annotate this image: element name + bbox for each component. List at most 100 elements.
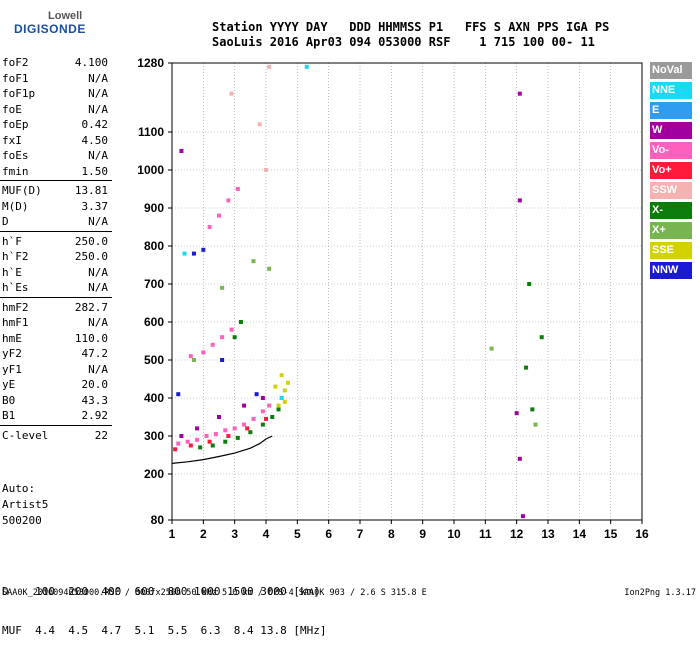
data-point (191, 251, 196, 256)
data-point (188, 443, 193, 448)
data-point (173, 447, 178, 452)
data-point (273, 384, 278, 389)
data-point (260, 422, 265, 427)
y-tick-label: 800 (144, 239, 164, 253)
param-row: foE N/A (0, 102, 112, 118)
param-value: 0.42 (81, 118, 109, 131)
data-point (304, 64, 309, 69)
param-value: 250.0 (74, 250, 108, 263)
param-row: D N/A (0, 214, 112, 230)
param-row: foEs N/A (0, 148, 112, 164)
param-name: foEp (2, 118, 29, 131)
param-name: foE (2, 102, 22, 116)
param-name: hmF2 (2, 300, 29, 314)
param-value: N/A (88, 265, 108, 279)
y-tick-label: 400 (144, 391, 164, 405)
param-divider (0, 296, 112, 298)
x-tick-label: 1 (169, 527, 176, 541)
param-row: C-level 22 (0, 428, 112, 444)
param-value: 22 (94, 428, 108, 442)
logo-lowell: Lowell (48, 10, 83, 22)
data-point (226, 434, 231, 438)
data-point (176, 441, 181, 446)
param-row: fxI 4.50 (0, 133, 112, 149)
legend-item: X- (650, 202, 692, 219)
x-tick-label: 8 (388, 527, 395, 541)
data-point (188, 354, 193, 359)
data-point (527, 282, 532, 286)
header-line-2: SaoLuis 2016 Apr03 094 053000 RSF 1 715 … (212, 35, 595, 49)
data-point (285, 380, 290, 385)
param-divider (0, 230, 112, 232)
data-point (207, 439, 212, 444)
footer-file-info: SAA0K_2016094053000.RSF / 300fx256h 50 k… (2, 588, 427, 598)
x-tick-label: 10 (447, 527, 461, 541)
data-point (517, 198, 522, 203)
y-tick-label: 600 (144, 315, 164, 329)
data-point (242, 403, 247, 408)
data-point (524, 365, 529, 370)
data-point (182, 251, 187, 256)
y-tick-label: 1280 (137, 56, 164, 70)
footer-version: Ion2Png 1.3.17 (624, 588, 696, 598)
data-point (533, 422, 538, 427)
legend-item: SSE (650, 242, 692, 259)
param-row: foF2 4.100 (0, 55, 112, 71)
param-value: 4.50 (81, 133, 109, 147)
data-point (276, 403, 281, 408)
data-point (279, 373, 284, 378)
legend-item: NNW (650, 262, 692, 279)
param-row: B1 2.92 (0, 408, 112, 424)
auto-program: Artist5 (2, 498, 49, 511)
data-point (282, 399, 287, 404)
x-tick-label: 15 (604, 527, 618, 541)
data-point (267, 266, 272, 271)
data-point (213, 432, 218, 437)
param-name: foF2 (2, 56, 29, 69)
data-point (238, 320, 243, 324)
x-tick-label: 7 (357, 527, 364, 541)
data-point (207, 225, 212, 229)
y-tick-label: 300 (144, 429, 164, 443)
data-point (195, 426, 200, 431)
y-tick-label: 500 (144, 353, 164, 367)
data-point (279, 396, 284, 400)
x-tick-label: 11 (479, 527, 492, 541)
param-name: foF1 (2, 71, 29, 85)
param-value: 43.3 (81, 393, 109, 407)
param-value: N/A (88, 362, 108, 376)
param-row: fmin 1.50 (0, 164, 112, 180)
param-name: h`E (2, 265, 22, 279)
data-point (248, 430, 253, 435)
legend: NoVal NNE E W Vo- Vo+ SSW X- X+ SSE NNW (650, 62, 692, 282)
param-row: foF1 N/A (0, 71, 112, 87)
data-point (220, 285, 225, 290)
param-value: 47.2 (81, 347, 109, 360)
auto-label: Auto: (2, 482, 36, 495)
param-name: C-level (2, 428, 49, 442)
param-value: 4.100 (74, 56, 108, 69)
param-value: N/A (88, 281, 108, 294)
x-tick-label: 16 (635, 527, 649, 541)
param-value: 2.92 (81, 409, 109, 422)
x-tick-label: 4 (263, 527, 270, 541)
data-point (276, 407, 281, 412)
param-row: yF2 47.2 (0, 346, 112, 362)
data-point (232, 426, 237, 431)
data-point (260, 396, 265, 400)
data-point (232, 335, 237, 340)
param-name: B1 (2, 409, 16, 422)
x-tick-label: 2 (200, 527, 207, 541)
param-divider (0, 424, 112, 426)
param-name: h`Es (2, 281, 29, 294)
param-name: h`F (2, 234, 22, 248)
x-tick-label: 6 (325, 527, 332, 541)
param-name: M(D) (2, 199, 29, 213)
data-point (229, 91, 234, 96)
param-row: M(D) 3.37 (0, 199, 112, 215)
legend-item: X+ (650, 222, 692, 239)
x-tick-label: 9 (419, 527, 426, 541)
parameter-table: foF2 4.100 foF1 N/A foF1p N/A foE N/A foEp 0.42 fx… (0, 55, 112, 443)
param-row: hmF1 N/A (0, 315, 112, 331)
data-point (251, 416, 256, 421)
